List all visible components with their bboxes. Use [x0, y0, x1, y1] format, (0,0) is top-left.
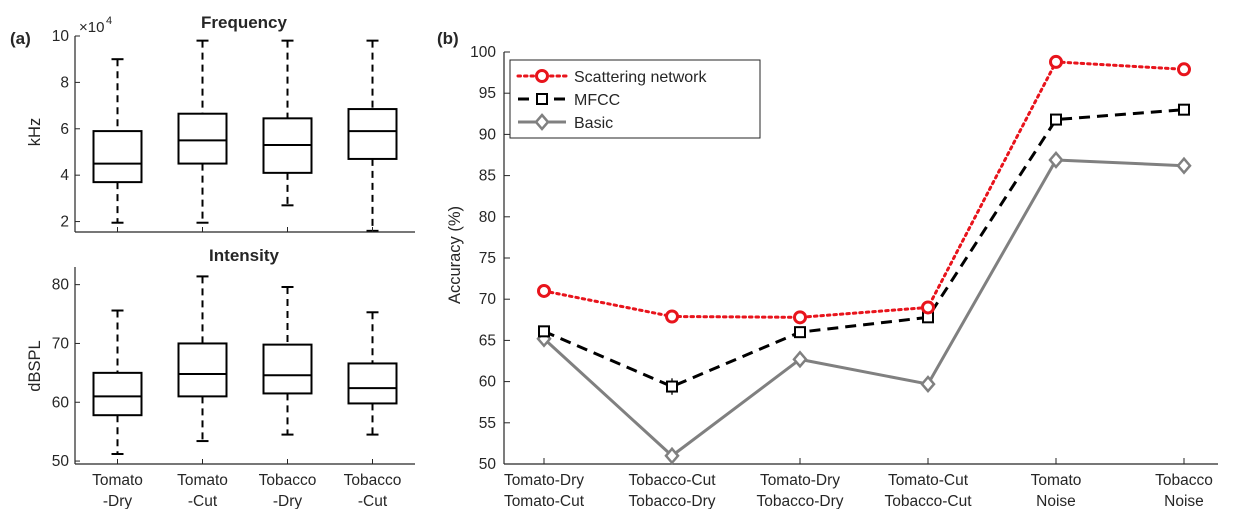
x-tick-label: -Cut — [358, 493, 388, 509]
y-tick-label: 6 — [60, 121, 69, 138]
box-iqr — [262, 343, 313, 395]
y-tick-label: 50 — [479, 456, 497, 473]
legend-label: MFCC — [574, 92, 620, 109]
data-point-diamond — [1048, 151, 1064, 169]
frequency-boxplot: Frequency kHz ×10 4 2 4 6 8 10 — [26, 13, 415, 233]
box-iqr — [347, 108, 398, 160]
box-iqr — [177, 112, 228, 165]
legend-marker — [536, 93, 548, 105]
series-line — [542, 158, 1185, 458]
x-tick-label: -Dry — [273, 493, 303, 509]
series-line — [542, 60, 1186, 319]
data-point-diamond — [792, 350, 808, 369]
data-point-square — [666, 380, 678, 393]
data-point-square — [1178, 103, 1190, 116]
intensity-ylabel: dBSPL — [26, 340, 44, 391]
y-tick-label: 50 — [52, 453, 70, 470]
x-tick-label: Tomato-Dry — [760, 472, 840, 489]
y-tick-label: 70 — [479, 291, 497, 308]
y-tick-label: 75 — [479, 250, 496, 267]
data-point-circle — [793, 310, 807, 325]
y-tick-label: 100 — [470, 44, 496, 61]
legend-marker — [534, 113, 550, 131]
box-iqr — [92, 371, 143, 417]
panel-b-label: (b) — [437, 29, 459, 48]
y-tick-label: 65 — [479, 332, 496, 349]
y-tick-label: 60 — [479, 374, 497, 391]
accuracy-linechart: Accuracy (%) 50 55 60 65 70 75 80 85 90 95 100 Toma… — [446, 44, 1218, 509]
y-tick-label: 4 — [60, 167, 69, 184]
frequency-exponent-power: 4 — [106, 15, 112, 27]
series-mfcc — [538, 103, 1190, 395]
x-tick-label: Tomato-Cut — [504, 493, 585, 509]
intensity-title: Intensity — [209, 246, 279, 265]
frequency-title: Frequency — [201, 13, 288, 32]
data-point-diamond — [664, 446, 680, 465]
accuracy-ylabel: Accuracy (%) — [446, 206, 464, 304]
data-point-circle — [1177, 62, 1191, 77]
y-tick-label: 95 — [479, 85, 496, 102]
data-point-diamond — [1176, 156, 1192, 175]
intensity-boxplot: Intensity dBSPL 50 60 70 80 Tomato -Dry Tomato… — [26, 246, 415, 509]
legend-marker — [535, 69, 549, 83]
x-tick-label: Tomato — [177, 472, 228, 489]
panel-a-label: (a) — [10, 29, 31, 48]
box-iqr — [347, 362, 398, 405]
frequency-exponent-base: ×10 — [79, 19, 104, 36]
data-point-circle — [921, 300, 935, 315]
series-basic — [536, 151, 1192, 465]
frequency-ylabel: kHz — [26, 118, 44, 146]
data-point-square — [538, 325, 550, 338]
x-tick-label: Tobacco — [344, 472, 402, 489]
x-tick-label: Tomato — [92, 472, 143, 489]
x-tick-label: Tomato-Cut — [888, 472, 969, 489]
legend-box — [509, 59, 761, 139]
x-tick-label: -Dry — [103, 493, 133, 509]
y-tick-label: 60 — [52, 394, 70, 411]
x-tick-label: Noise — [1036, 493, 1076, 509]
data-point-circle — [1049, 54, 1063, 69]
data-point-circle — [665, 309, 679, 324]
legend-label: Basic — [574, 115, 613, 132]
x-tick-label: Noise — [1164, 493, 1204, 509]
y-tick-label: 2 — [60, 214, 69, 231]
x-tick-label: Tomato — [1031, 472, 1082, 489]
x-tick-label: Tobacco-Dry — [629, 493, 716, 509]
x-tick-label: -Cut — [188, 493, 218, 509]
x-tick-label: Tobacco — [1155, 472, 1213, 489]
legend-label: Scattering network — [574, 69, 708, 86]
series-line — [543, 108, 1185, 389]
y-tick-label: 90 — [479, 126, 497, 143]
box-iqr — [92, 130, 143, 184]
x-tick-label: Tomato-Dry — [504, 472, 584, 489]
data-point-circle — [537, 283, 551, 298]
x-tick-label: Tobacco-Cut — [628, 472, 716, 489]
y-tick-label: 10 — [52, 28, 70, 45]
x-tick-label: Tobacco-Dry — [757, 493, 844, 509]
y-tick-label: 8 — [60, 74, 69, 91]
y-tick-label: 70 — [52, 335, 70, 352]
y-tick-label: 80 — [479, 209, 497, 226]
x-tick-label: Tobacco-Cut — [884, 493, 972, 509]
data-point-square — [794, 326, 806, 339]
y-tick-label: 80 — [52, 277, 70, 294]
data-point-square — [1050, 113, 1062, 126]
y-tick-label: 85 — [479, 168, 496, 185]
data-point-diamond — [920, 375, 936, 393]
box-iqr — [177, 342, 228, 398]
x-tick-label: Tobacco — [259, 472, 317, 489]
y-tick-label: 55 — [479, 415, 496, 432]
series-scattering-network — [537, 54, 1191, 325]
